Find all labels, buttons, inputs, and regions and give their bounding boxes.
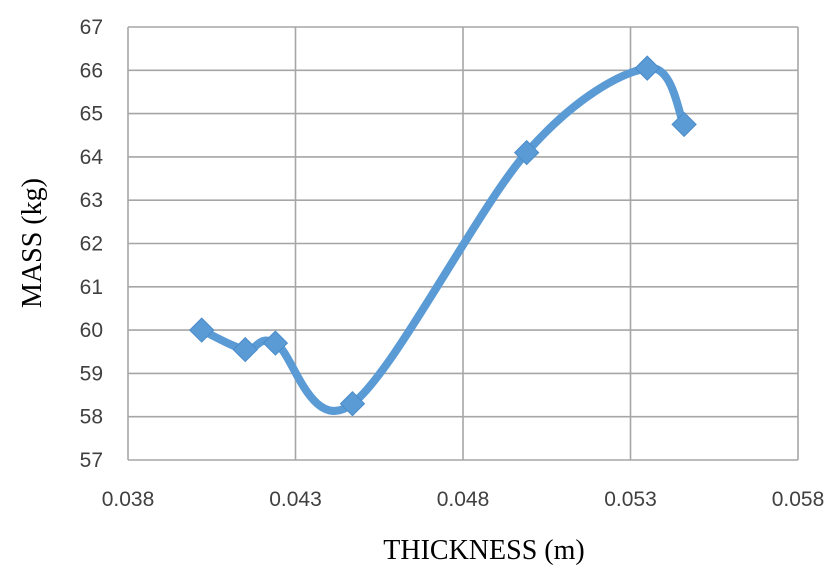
x-tick-label: 0.058	[772, 488, 825, 511]
data-point-marker	[339, 391, 366, 417]
x-axis-title: THICKNESS (m)	[383, 535, 584, 566]
y-tick-label: 63	[80, 189, 103, 212]
x-tick-label: 0.048	[437, 488, 490, 511]
data-point-marker	[188, 317, 215, 343]
y-tick-label: 57	[80, 449, 103, 472]
x-tick-label: 0.043	[269, 488, 322, 511]
x-tick-label: 0.038	[102, 488, 155, 511]
x-tick-labels: 0.038 0.043 0.048 0.053 0.058	[102, 488, 825, 511]
x-tick-label: 0.053	[604, 488, 657, 511]
series-line	[197, 64, 689, 415]
y-tick-labels: 57 58 59 60 61 62 63 64 65 66 67	[80, 16, 104, 472]
data-point-marker	[513, 139, 540, 166]
y-tick-label: 65	[80, 103, 103, 126]
data-point-marker	[671, 111, 697, 138]
y-tick-label: 58	[80, 406, 103, 429]
data-point-marker	[232, 336, 258, 363]
data-point-marker	[634, 55, 660, 81]
series	[188, 55, 697, 417]
y-tick-label: 66	[80, 59, 103, 82]
y-tick-label: 60	[80, 319, 103, 342]
y-tick-label: 61	[80, 276, 103, 299]
y-axis-title: MASS (kg)	[17, 178, 48, 308]
y-tick-label: 62	[80, 233, 103, 256]
y-tick-label: 64	[80, 146, 104, 169]
y-tick-label: 59	[80, 362, 103, 385]
y-tick-label: 67	[80, 16, 103, 39]
data-point-marker	[262, 330, 289, 356]
